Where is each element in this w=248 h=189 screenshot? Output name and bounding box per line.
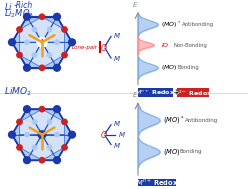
Polygon shape xyxy=(27,42,57,68)
Circle shape xyxy=(54,64,61,71)
Circle shape xyxy=(39,14,45,19)
Text: $M^{n+}$ Redox: $M^{n+}$ Redox xyxy=(135,88,176,97)
Text: $(MO)$: $(MO)$ xyxy=(163,147,181,157)
Polygon shape xyxy=(12,135,42,160)
Circle shape xyxy=(17,27,22,32)
Circle shape xyxy=(62,52,67,58)
Text: $O$: $O$ xyxy=(100,42,108,53)
Circle shape xyxy=(39,65,45,70)
Text: $(MO)^*$: $(MO)^*$ xyxy=(161,19,181,30)
Circle shape xyxy=(32,27,37,32)
Circle shape xyxy=(47,145,52,150)
Circle shape xyxy=(62,27,67,32)
Polygon shape xyxy=(20,55,42,68)
FancyBboxPatch shape xyxy=(138,179,176,188)
Text: Antibonding: Antibonding xyxy=(185,118,218,123)
Polygon shape xyxy=(12,29,20,55)
Text: Bonding: Bonding xyxy=(180,149,203,154)
Polygon shape xyxy=(12,17,42,42)
Circle shape xyxy=(47,119,52,124)
Text: +: + xyxy=(172,88,178,97)
Text: $O^{2-}$ Redox: $O^{2-}$ Redox xyxy=(173,88,213,98)
Circle shape xyxy=(39,158,45,163)
Polygon shape xyxy=(42,135,72,160)
Circle shape xyxy=(17,119,22,125)
Circle shape xyxy=(32,53,37,57)
Circle shape xyxy=(32,145,37,150)
Polygon shape xyxy=(12,42,42,68)
Text: E: E xyxy=(133,92,137,98)
Circle shape xyxy=(24,157,31,164)
Circle shape xyxy=(68,39,75,46)
Circle shape xyxy=(24,64,31,71)
Circle shape xyxy=(25,132,30,137)
Circle shape xyxy=(24,13,31,20)
Circle shape xyxy=(47,27,52,32)
Circle shape xyxy=(39,106,45,112)
Circle shape xyxy=(32,119,37,124)
Text: $LiMO_2$: $LiMO_2$ xyxy=(4,86,32,98)
Text: $IO$: $IO$ xyxy=(161,41,170,49)
Circle shape xyxy=(17,145,22,150)
Polygon shape xyxy=(27,109,57,135)
Polygon shape xyxy=(42,42,72,68)
Polygon shape xyxy=(64,29,72,55)
Polygon shape xyxy=(64,122,72,147)
Text: $M$: $M$ xyxy=(113,54,121,64)
Text: $(MO)$: $(MO)$ xyxy=(161,63,178,72)
Polygon shape xyxy=(42,17,64,29)
Polygon shape xyxy=(20,109,42,122)
FancyBboxPatch shape xyxy=(177,88,209,97)
Circle shape xyxy=(37,37,47,47)
Circle shape xyxy=(8,39,15,46)
Circle shape xyxy=(47,53,52,57)
Text: Antibonding: Antibonding xyxy=(182,22,214,27)
Circle shape xyxy=(24,106,31,112)
Circle shape xyxy=(54,157,61,164)
Text: E: E xyxy=(133,2,137,8)
Circle shape xyxy=(54,106,61,112)
Circle shape xyxy=(8,131,15,138)
Circle shape xyxy=(25,40,30,45)
Polygon shape xyxy=(20,17,42,29)
Text: $M$: $M$ xyxy=(113,31,121,40)
Polygon shape xyxy=(27,17,57,42)
Polygon shape xyxy=(42,55,64,68)
Polygon shape xyxy=(42,17,72,42)
Text: $M$: $M$ xyxy=(118,130,126,139)
Circle shape xyxy=(38,131,46,139)
Circle shape xyxy=(54,13,61,20)
Circle shape xyxy=(55,132,60,137)
Text: l: l xyxy=(41,39,43,45)
Text: $O$: $O$ xyxy=(100,129,108,140)
Polygon shape xyxy=(12,109,42,135)
Polygon shape xyxy=(20,147,42,160)
Text: -Rich: -Rich xyxy=(14,1,33,10)
Text: $M^{n+}$ Redox: $M^{n+}$ Redox xyxy=(136,178,178,188)
Text: $Li_2MO_3$: $Li_2MO_3$ xyxy=(4,8,34,20)
Text: $Li$: $Li$ xyxy=(4,1,13,12)
Text: Lone-pair: Lone-pair xyxy=(72,45,98,50)
Text: Bonding: Bonding xyxy=(178,65,200,70)
Text: $M$: $M$ xyxy=(113,141,121,150)
Text: $(MO)^*$: $(MO)^*$ xyxy=(163,114,184,127)
Polygon shape xyxy=(42,109,72,135)
Text: Non-Bonding: Non-Bonding xyxy=(173,43,207,47)
Circle shape xyxy=(68,131,75,138)
Text: $M$: $M$ xyxy=(113,119,121,128)
Polygon shape xyxy=(42,109,64,122)
Polygon shape xyxy=(12,122,20,147)
Circle shape xyxy=(17,52,22,58)
Circle shape xyxy=(62,119,67,125)
FancyBboxPatch shape xyxy=(138,88,173,97)
Polygon shape xyxy=(27,135,57,160)
Circle shape xyxy=(55,40,60,45)
Circle shape xyxy=(62,145,67,150)
Polygon shape xyxy=(42,147,64,160)
